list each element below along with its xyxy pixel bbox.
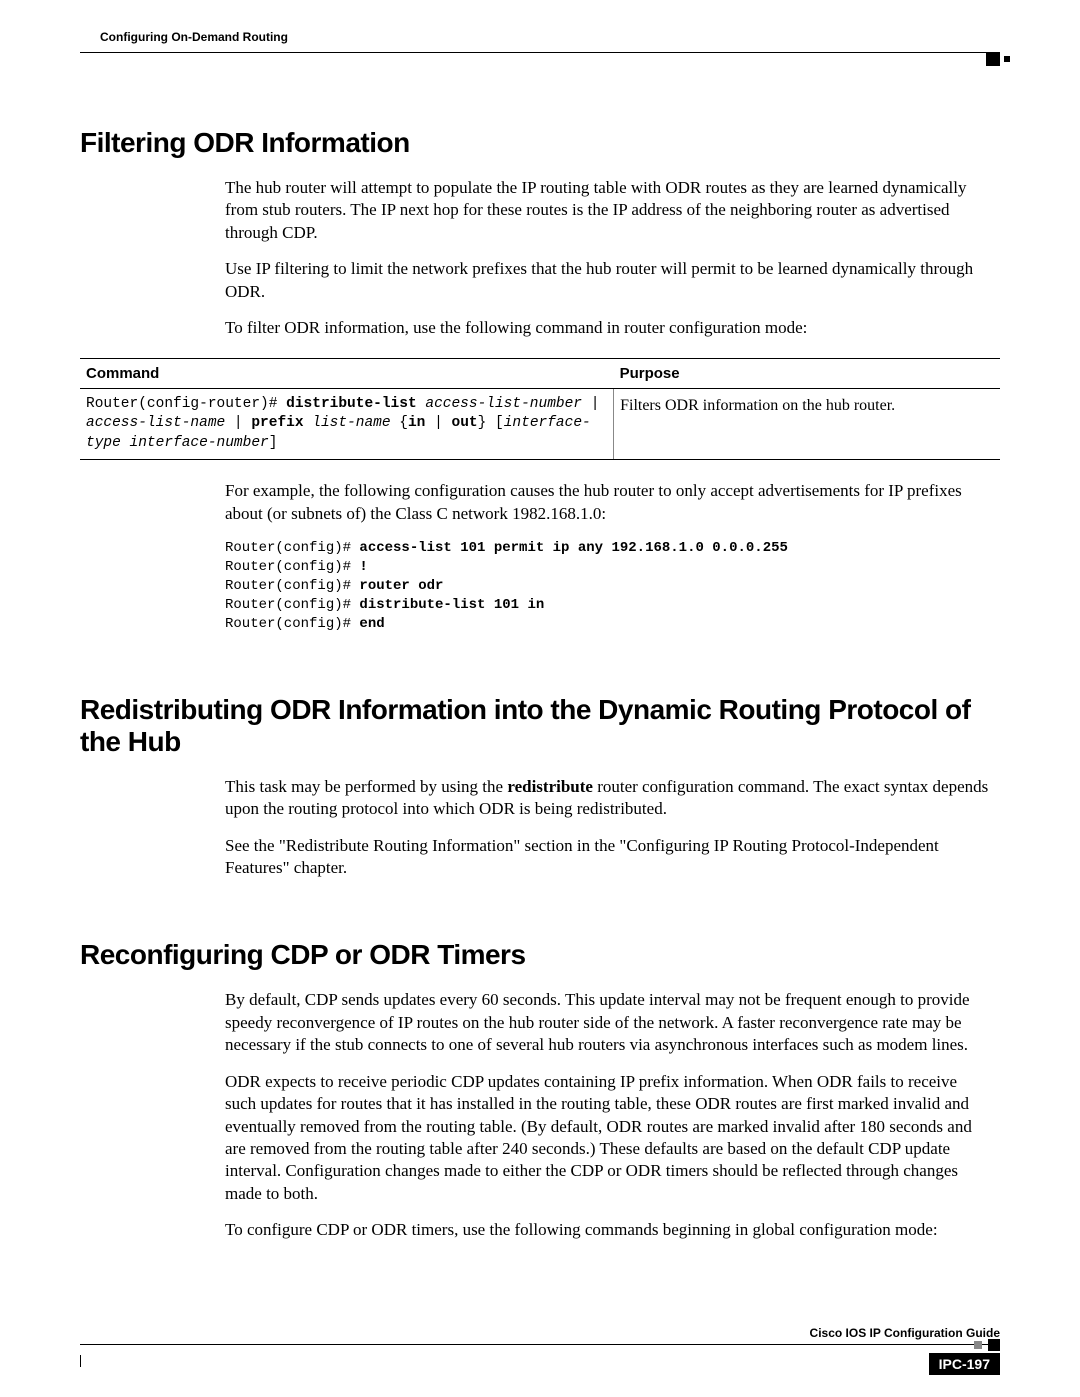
paragraph: Use IP filtering to limit the network pr… — [225, 258, 990, 303]
code-prompt: Router(config)# — [225, 559, 359, 575]
footer-marker-icon — [988, 1339, 1000, 1351]
code-prompt: Router(config)# — [225, 616, 359, 632]
section-title-redistributing: Redistributing ODR Information into the … — [80, 694, 1000, 758]
code-prompt: Router(config)# — [225, 597, 359, 613]
cmd-keyword: out — [452, 415, 478, 431]
table-row: Router(config-router)# distribute-list a… — [80, 388, 1000, 460]
cmd-arg: access-list-name — [86, 415, 225, 431]
code-cmd: ! — [359, 559, 367, 575]
table-header-command: Command — [80, 358, 614, 388]
paragraph: To configure CDP or ODR timers, use the … — [225, 1219, 990, 1241]
command-cell: Router(config-router)# distribute-list a… — [80, 388, 614, 460]
paragraph: To filter ODR information, use the follo… — [225, 317, 990, 339]
keyword: redistribute — [507, 777, 593, 796]
text-run: This task may be performed by using the — [225, 777, 507, 796]
cmd-keyword: distribute-list — [286, 396, 417, 412]
section-title-reconfiguring: Reconfiguring CDP or ODR Timers — [80, 939, 1000, 971]
header-rule — [80, 52, 1000, 67]
footer-marker-light-icon — [974, 1341, 982, 1349]
cmd-keyword: prefix — [251, 415, 303, 431]
code-block: Router(config)# access-list 101 permit i… — [225, 539, 990, 633]
cmd-arg: access-list-number — [417, 396, 582, 412]
page-number: IPC-197 — [929, 1353, 1000, 1375]
running-header: Configuring On-Demand Routing — [100, 30, 1000, 44]
header-marker-icon — [986, 52, 1000, 66]
cmd-sep: | — [425, 415, 451, 431]
purpose-cell: Filters ODR information on the hub route… — [614, 388, 1000, 460]
cmd-keyword: in — [408, 415, 425, 431]
paragraph: This task may be performed by using the … — [225, 776, 990, 821]
cmd-brace: } [ — [478, 415, 504, 431]
page-footer: Cisco IOS IP Configuration Guide IPC-197 — [80, 1344, 1000, 1367]
cmd-prompt: Router(config-router)# — [86, 396, 286, 412]
command-table: Command Purpose Router(config-router)# d… — [80, 358, 1000, 461]
code-cmd: end — [359, 616, 384, 632]
paragraph: ODR expects to receive periodic CDP upda… — [225, 1071, 990, 1206]
section-body: The hub router will attempt to populate … — [225, 177, 990, 340]
paragraph: The hub router will attempt to populate … — [225, 177, 990, 244]
page: Configuring On-Demand Routing Filtering … — [0, 0, 1080, 1397]
section-body: By default, CDP sends updates every 60 s… — [225, 989, 990, 1241]
table-header-purpose: Purpose — [614, 358, 1000, 388]
footer-guide-title: Cisco IOS IP Configuration Guide — [810, 1326, 1000, 1340]
footer-left-tick-icon — [80, 1355, 81, 1367]
paragraph: See the "Redistribute Routing Informatio… — [225, 835, 990, 880]
cmd-arg: list-name — [304, 415, 391, 431]
section-title-filtering: Filtering ODR Information — [80, 127, 1000, 159]
cmd-brace: { — [391, 415, 408, 431]
cmd-sep: | — [582, 396, 599, 412]
code-cmd: router odr — [359, 578, 443, 594]
code-prompt: Router(config)# — [225, 540, 359, 556]
section-body: This task may be performed by using the … — [225, 776, 990, 880]
code-cmd: distribute-list 101 in — [359, 597, 544, 613]
section-body: For example, the following configuration… — [225, 480, 990, 633]
cmd-sep: | — [225, 415, 251, 431]
code-prompt: Router(config)# — [225, 578, 359, 594]
paragraph: For example, the following configuration… — [225, 480, 990, 525]
cmd-close: ] — [269, 435, 278, 451]
code-cmd: access-list 101 permit ip any 192.168.1.… — [359, 540, 787, 556]
paragraph: By default, CDP sends updates every 60 s… — [225, 989, 990, 1056]
footer-rule: IPC-197 — [80, 1344, 1000, 1367]
